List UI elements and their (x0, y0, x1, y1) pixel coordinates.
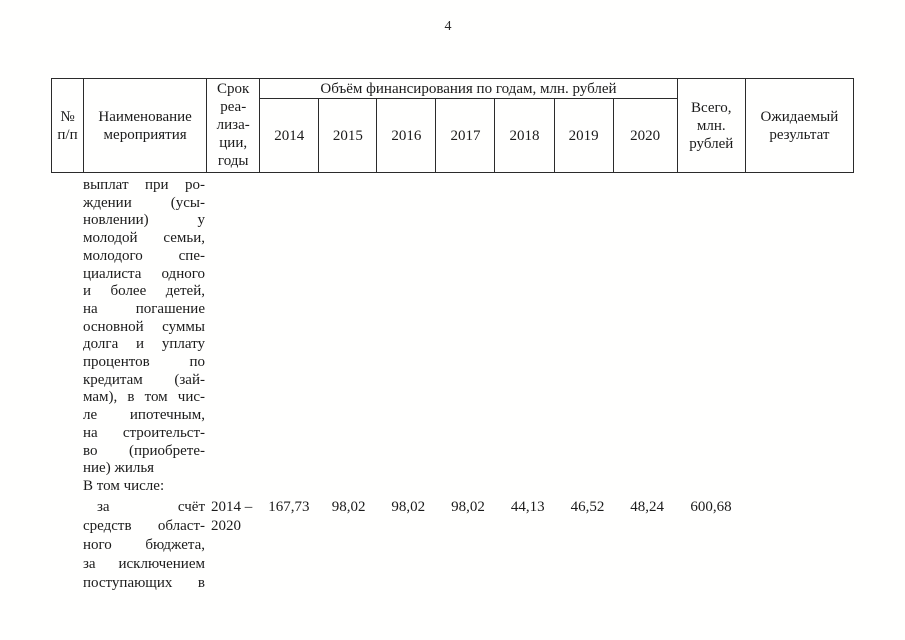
subtotal-label: В том числе: (83, 478, 165, 494)
measure-name-continuation: выплат при ро-ждении (усы-новлении) у мол… (83, 177, 205, 478)
text-line: поступающих в (83, 575, 205, 591)
text-line: кредитам (зай- (83, 371, 205, 388)
text-line: мам), в том чис- (83, 389, 205, 406)
year-value: 46,52 (570, 499, 605, 515)
header-line: ции, (219, 135, 248, 151)
header-line: Всего, (690, 99, 732, 116)
header-line: лиза- (216, 117, 250, 133)
period-line: 2020 (211, 518, 241, 534)
page-number: 4 (444, 19, 452, 34)
header-line: Наименование (98, 108, 192, 125)
text-line: выплат при ро- (83, 177, 205, 193)
row-year-values: 167,73 98,02 98,02 98,02 44,13 46,52 48,24 (259, 498, 677, 517)
year-value: 167,73 (268, 499, 310, 515)
text-line: на погашение (83, 300, 205, 317)
year-header: 2016 (376, 98, 437, 173)
year-header: 2017 (435, 98, 496, 173)
text-line: процентов по (83, 354, 205, 371)
header-line: рублей (689, 135, 734, 152)
text-line: и более детей, (83, 283, 205, 300)
financing-table-header: № п/п Наименование мероприятия Срок реа-лиз… (50, 78, 855, 173)
year-value: 98,02 (391, 499, 426, 515)
header-line: мероприятия (103, 126, 187, 143)
col-header-total: Всего, млн. рублей (676, 78, 746, 173)
text-line: новлении) у (83, 212, 205, 229)
text-line: ного бюджета, (83, 537, 205, 553)
row-total-value: 600,68 (690, 499, 732, 515)
year-header: 2020 (612, 98, 678, 173)
text-line: долга и уплату (83, 336, 205, 353)
col-header-num: № п/п (50, 78, 85, 173)
text-line: на строительст- (83, 424, 205, 441)
year-value: 98,02 (331, 499, 366, 515)
year-value: 44,13 (510, 499, 545, 515)
header-line: результат (769, 126, 830, 143)
header-line: Ожидаемый (760, 108, 839, 125)
col-header-measure-name: Наименование мероприятия (83, 78, 208, 173)
row-budget-source-name: за счёт средств област-ного бюджета, за ис… (83, 498, 205, 593)
text-line: ле ипотечным, (83, 407, 205, 424)
year-header-row: 2014 2015 2016 2017 2018 2019 2020 (52, 98, 854, 173)
year-header: 2015 (318, 98, 378, 173)
text-line: средств област- (83, 518, 205, 534)
col-header-expected-result: Ожидаемый результат (744, 78, 855, 173)
text-line: молодого спе- (83, 247, 205, 264)
header-line: п/п (57, 126, 78, 143)
header-line: № (60, 108, 75, 125)
text-line: за счёт (97, 499, 205, 515)
header-line: реа- (220, 99, 247, 115)
text-line: за исключением (83, 556, 205, 572)
row-period: 2014 – 2020 (211, 498, 263, 536)
year-header: 2018 (494, 98, 555, 173)
text-line: во (приобрете- (83, 442, 205, 459)
text-line: основной суммы (83, 318, 205, 335)
text-line: молодой семьи, (83, 230, 205, 247)
year-header: 2014 (259, 98, 320, 173)
header-line: Срок (217, 81, 250, 97)
period-line: 2014 – (211, 499, 253, 515)
year-header: 2019 (553, 98, 614, 173)
year-value: 98,02 (451, 499, 485, 515)
text-line: ние) жилья (83, 460, 155, 477)
year-value: 48,24 (630, 499, 665, 515)
header-line: млн. (696, 117, 726, 134)
header-line: годы (217, 153, 249, 169)
group-header-financing: Объём финансирования по годам, млн. рубл… (259, 78, 678, 99)
text-line: циалиста одного (83, 265, 205, 282)
text-line: ждении (усы- (83, 194, 205, 211)
col-header-period: Срок реа-лиза-ции, годы (206, 78, 261, 173)
